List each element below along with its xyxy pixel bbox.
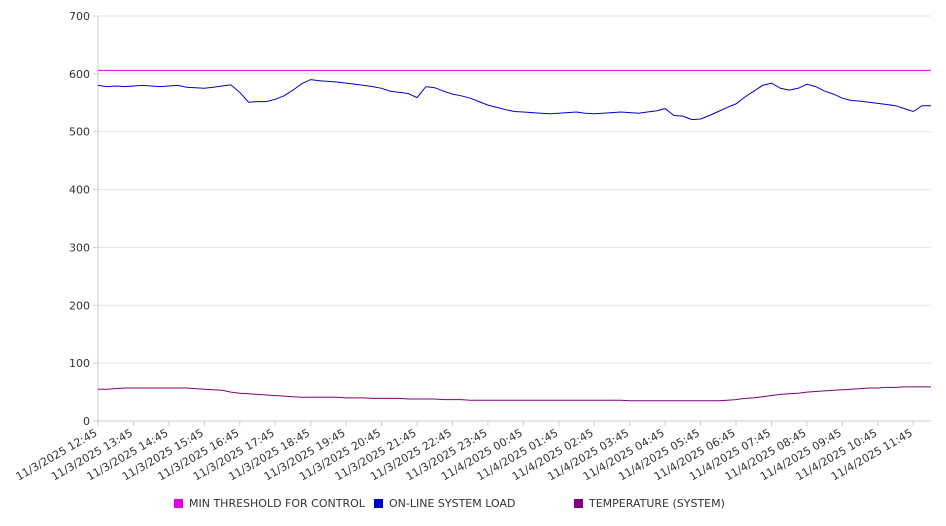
y-tick-label: 600 (69, 68, 90, 81)
y-tick-label: 400 (69, 184, 90, 197)
legend-item-temperature[interactable]: TEMPERATURE (SYSTEM) (574, 497, 725, 510)
legend-label-threshold: MIN THRESHOLD FOR CONTROL (189, 497, 365, 510)
grid-lines (98, 15, 931, 364)
legend: MIN THRESHOLD FOR CONTROL ON-LINE SYSTEM… (0, 497, 946, 515)
y-tick-label: 500 (69, 126, 90, 139)
series-line-1 (97, 79, 931, 121)
series-line-2 (98, 386, 931, 402)
y-tick-label: 200 (69, 299, 90, 312)
legend-label-load: ON-LINE SYSTEM LOAD (389, 497, 516, 510)
legend-swatch-threshold (174, 499, 183, 508)
y-tick-label: 0 (83, 415, 90, 428)
legend-item-threshold[interactable]: MIN THRESHOLD FOR CONTROL (174, 497, 365, 510)
series-lines (97, 69, 931, 402)
legend-label-temperature: TEMPERATURE (SYSTEM) (589, 497, 725, 510)
y-axis-ticks: 0 100 200 300 400 500 600 700 (69, 10, 98, 428)
legend-swatch-temperature (574, 499, 583, 508)
y-tick-label: 100 (69, 357, 90, 370)
y-tick-label: 300 (69, 241, 90, 254)
axes (97, 16, 931, 422)
y-tick-label: 700 (69, 10, 90, 23)
legend-item-load[interactable]: ON-LINE SYSTEM LOAD (374, 497, 515, 510)
legend-swatch-load (374, 499, 383, 508)
